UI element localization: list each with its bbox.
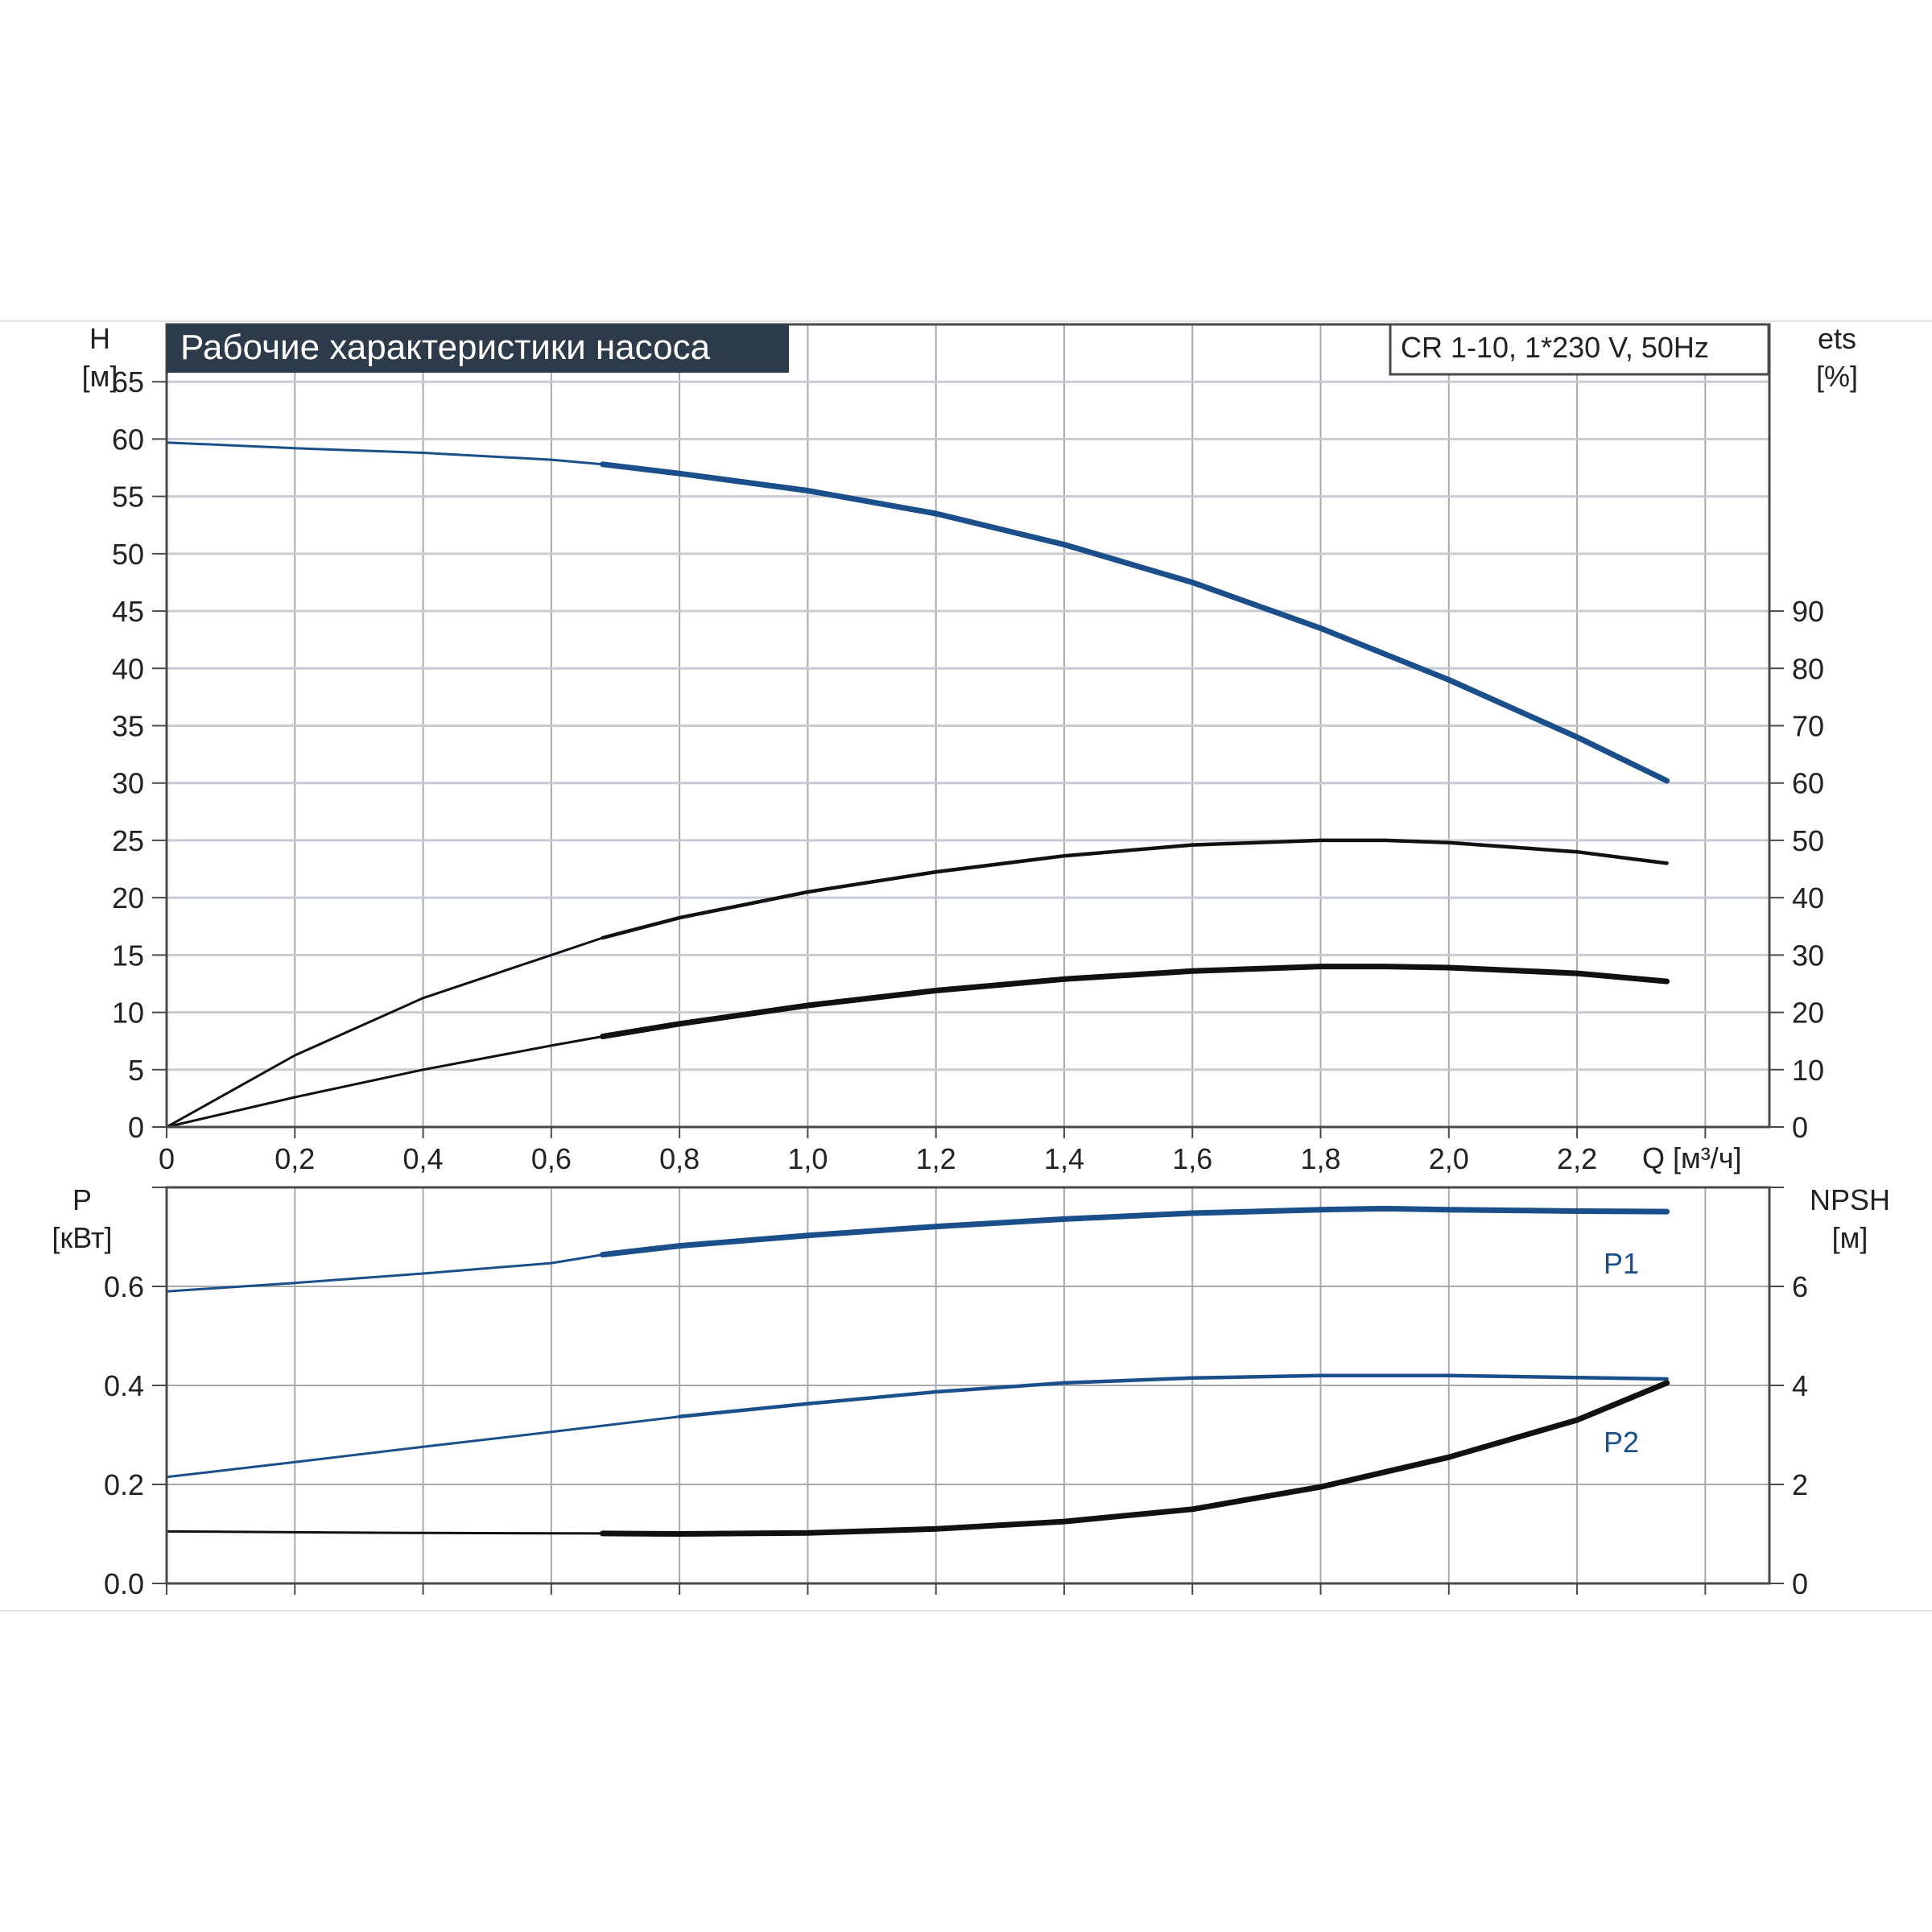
x-tick-label: 1,2	[916, 1142, 956, 1175]
top-left-tick-label: 15	[112, 939, 144, 972]
bottom-left-tick-label: 0.0	[104, 1567, 144, 1600]
model-label: CR 1-10, 1*230 V, 50Hz	[1401, 331, 1709, 364]
top-right-tick-label: 40	[1792, 881, 1824, 914]
x-tick-label: 1,8	[1300, 1142, 1340, 1175]
top-series-1-line	[166, 839, 1667, 1129]
top-left-tick-label: 30	[112, 767, 144, 800]
bottom-left-tick-label: 0.6	[104, 1270, 144, 1303]
q-axis-label: Q [м³/ч]	[1642, 1141, 1742, 1174]
x-tick-label: 0,4	[403, 1142, 444, 1175]
bottom-right-tick-label: 2	[1792, 1468, 1808, 1501]
ets-axis-unit: [%]	[1816, 360, 1858, 393]
npsh-axis-unit: [м]	[1832, 1221, 1868, 1254]
top-left-tick-label: 50	[112, 538, 144, 571]
npsh-axis-label: NPSH	[1810, 1183, 1890, 1216]
top-right-tick-label: 10	[1792, 1054, 1824, 1087]
top-left-tick-label: 10	[112, 997, 144, 1030]
top-right-tick-label: 80	[1792, 652, 1824, 685]
x-tick-label: 0,2	[275, 1142, 315, 1175]
bottom-grid	[167, 1187, 1769, 1583]
top-left-tick-label: 40	[112, 652, 144, 685]
x-tick-label: 1,0	[787, 1142, 828, 1175]
top-left-tick-label: 35	[112, 710, 144, 743]
top-series-2-duty	[600, 964, 1670, 1039]
x-tick-label: 0,6	[531, 1142, 572, 1175]
top-left-tick-label: 45	[112, 595, 144, 628]
ets-axis-label: ets	[1818, 322, 1856, 355]
top-grid	[167, 324, 1769, 1127]
x-tick-label: 0,8	[659, 1142, 700, 1175]
h-axis-unit: [м]	[82, 360, 118, 393]
top-right-tick-label: 90	[1792, 595, 1824, 628]
top-right-tick-label: 20	[1792, 997, 1824, 1030]
p2-series-label: P2	[1604, 1426, 1639, 1459]
p-axis-label: P	[72, 1183, 92, 1216]
title-box	[167, 324, 789, 373]
top-left-tick-label: 5	[128, 1054, 144, 1087]
top-right-tick-label: 30	[1792, 939, 1824, 972]
top-left-tick-label: 20	[112, 881, 144, 914]
chart-title: Рабочие характеристики насоса	[180, 328, 711, 367]
bottom-tick-labels: 0.0 0.2 0.4 0.6 0 2 4 6	[104, 1187, 1808, 1600]
bottom-right-tick-label: 6	[1792, 1270, 1808, 1303]
x-tick-label: 2,2	[1557, 1142, 1597, 1175]
top-left-tick-label: 60	[112, 423, 144, 456]
bottom-series-1-duty	[677, 1373, 1669, 1418]
x-tick-label: 1,6	[1172, 1142, 1212, 1175]
top-left-tick-label: 65	[112, 365, 144, 398]
x-tick-label: 2,0	[1429, 1142, 1469, 1175]
bottom-right-tick-label: 4	[1792, 1369, 1808, 1402]
top-left-tick-label: 25	[112, 824, 144, 857]
x-tick-label: 0	[159, 1142, 175, 1175]
bottom-series-1-line	[166, 1374, 1667, 1479]
top-series-group	[166, 441, 1670, 1129]
top-right-tick-label: 0	[1792, 1111, 1808, 1144]
top-series-0-duty	[600, 461, 1670, 784]
p-axis-unit: [кВт]	[52, 1221, 112, 1254]
bottom-series-group	[166, 1205, 1670, 1537]
x-tick-label: 1,4	[1044, 1142, 1084, 1175]
bottom-series-0-duty	[600, 1205, 1670, 1258]
top-left-tick-label: 55	[112, 481, 144, 514]
top-right-tick-label: 60	[1792, 767, 1824, 800]
top-tick-labels: 0 5 10 15 20 25 30 35 40 45 50 55 60 65 0 10 20 30 40 50 60 7…	[112, 365, 1824, 1175]
bottom-series-2-duty	[600, 1380, 1670, 1537]
bottom-left-tick-label: 0.4	[104, 1369, 144, 1402]
bottom-left-tick-label: 0.2	[104, 1468, 144, 1501]
bottom-right-tick-label: 0	[1792, 1567, 1808, 1600]
model-box	[1389, 323, 1770, 376]
h-axis-label: H	[89, 322, 110, 355]
p1-series-label: P1	[1604, 1247, 1639, 1280]
top-right-tick-label: 70	[1792, 710, 1824, 743]
top-right-tick-label: 50	[1792, 824, 1824, 857]
top-left-tick-label: 0	[128, 1111, 144, 1144]
top-series-1-duty	[601, 838, 1669, 940]
bottom-series-0-line	[166, 1207, 1667, 1293]
